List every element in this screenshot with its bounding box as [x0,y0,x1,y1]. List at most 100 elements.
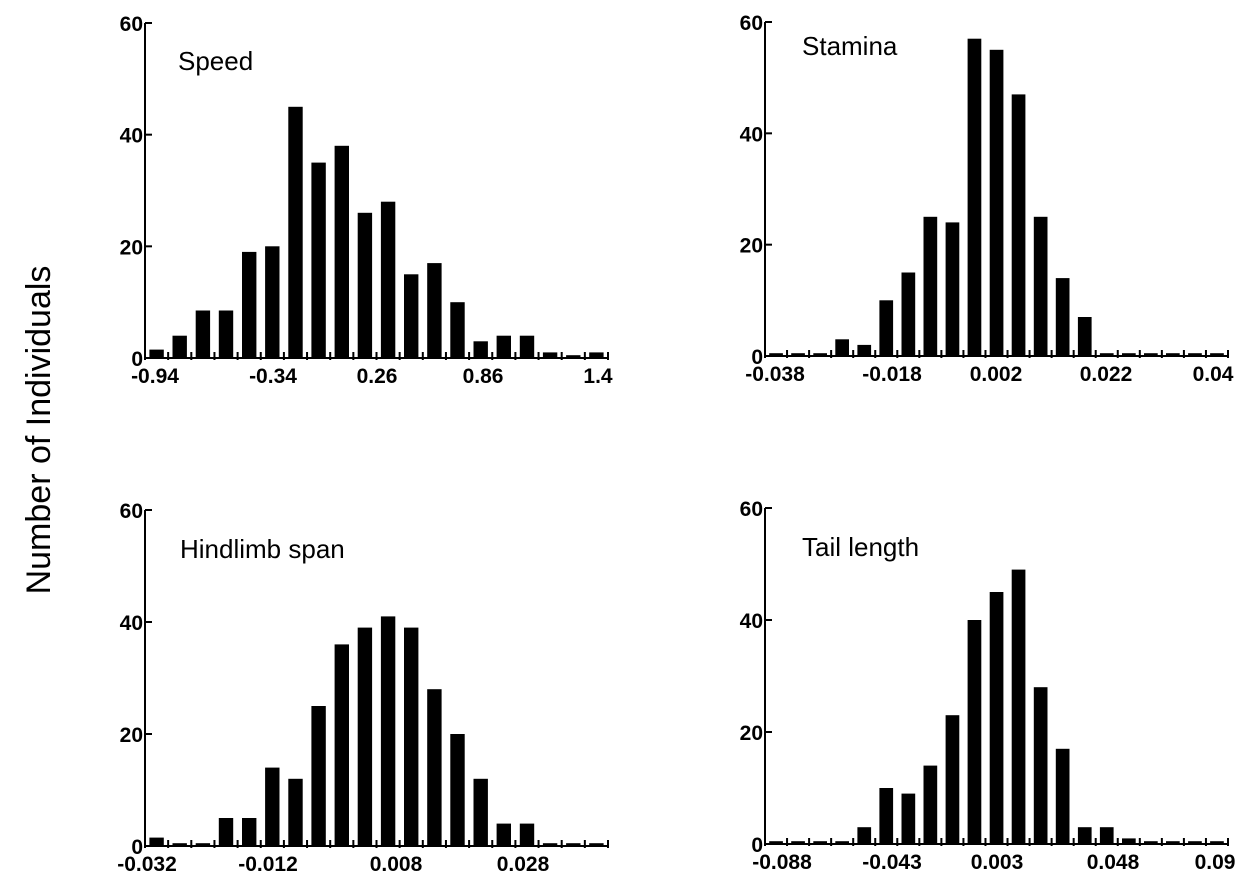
y-tick-label: 60 [740,498,763,521]
y-tick-label: 0 [131,348,143,371]
histogram-bar [265,767,280,846]
histogram-bar [901,793,916,844]
histogram-bar [288,778,303,846]
x-tick-label: 1.4 [583,365,613,388]
histogram-bar [857,344,872,356]
histogram-bar [1055,278,1070,356]
histogram-bar [967,38,982,356]
histogram-bar [334,644,349,846]
panel-title: Tail length [802,532,919,562]
histogram-bar [879,300,894,356]
histogram-bar [813,353,827,356]
y-tick-label: 0 [751,346,763,369]
histogram-bar [519,335,535,358]
histogram-bar [945,715,960,844]
histogram-bar [334,145,349,358]
histogram-bar [1099,827,1114,844]
x-tick-label: 0.04 [1193,363,1234,386]
histogram-bar [473,341,488,359]
histogram-bar [288,106,303,359]
histogram-bar [542,352,558,358]
x-tick-label: -0.018 [862,363,922,386]
histogram-bar [769,353,783,356]
histogram-bar [1144,353,1158,356]
histogram-bar [769,841,783,844]
x-tick-label: 0.86 [463,365,504,388]
histogram-bar [404,274,419,359]
histogram-bar [427,263,442,358]
histogram-bar [265,246,280,358]
histogram-bar [835,841,849,844]
histogram-bar [566,843,581,846]
histogram-bar [427,689,442,846]
histogram-bar [242,818,257,846]
histogram-bar [989,49,1004,357]
histogram-bar [967,620,982,844]
y-tick-label: 40 [740,123,763,146]
x-tick-label: 0.028 [497,853,550,876]
y-tick-label: 20 [120,236,143,259]
histogram-bar [791,353,805,356]
histogram-bar [1188,353,1202,356]
histogram-bar [835,339,849,356]
x-tick-label: 0.26 [357,365,398,388]
histogram-bar [791,841,805,844]
histogram-bar [1188,841,1202,844]
histogram-bar [901,272,916,356]
y-tick-label: 40 [120,125,143,148]
histogram-panel: 0 20 40 60 -0.94 -0.34 0.26 0.86 1.4 Speed [120,13,613,388]
histogram-bar [242,251,257,358]
histogram-bar [218,310,234,358]
y-tick-label: 40 [740,610,763,633]
y-tick-label: 20 [740,722,763,745]
histogram-bar [566,355,581,358]
histogram-bar [311,706,326,846]
y-tick-label: 60 [120,13,143,36]
histogram-bar [1144,841,1158,844]
x-tick-label: -0.038 [745,363,805,386]
panel-title: Hindlimb span [180,534,345,564]
x-tick-label: -0.088 [752,851,812,874]
x-tick-label: -0.032 [117,853,177,876]
histogram-bar [1166,841,1180,844]
histogram-bar [380,616,396,846]
histogram-panel: 0 20 40 60 -0.088 -0.043 0.003 0.048 0.09 Tail le… [740,498,1236,874]
x-tick-label: 0.002 [970,363,1023,386]
histogram-bar [1011,569,1026,844]
panel-title: Stamina [802,31,898,61]
x-tick-label: 0.003 [971,851,1024,874]
x-tick-label: -0.012 [238,853,298,876]
histogram-bar [519,823,535,846]
histogram-bar [945,222,960,356]
histogram-bar [218,818,234,846]
y-tick-label: 0 [131,836,143,859]
histogram-bar [1122,838,1136,844]
histogram-bar [879,788,894,844]
y-tick-label: 60 [120,500,143,523]
histogram-bar [1011,94,1026,357]
y-tick-label: 20 [740,235,763,258]
x-tick-label: 0.022 [1080,363,1133,386]
histogram-bar [542,843,558,846]
histogram-bar [172,843,187,846]
histogram-bar [496,823,511,846]
histogram-bar [1166,353,1180,356]
histogram-bar [380,201,396,358]
histogram-bar [357,212,373,358]
histogram-bar [813,841,827,844]
histogram-bar [1077,827,1092,844]
histogram-bar [857,827,872,844]
x-tick-label: -0.043 [862,851,922,874]
histogram-bar [496,335,511,358]
histogram-bar [589,843,604,846]
histogram-bar [195,310,211,358]
histogram-bar [923,216,938,356]
histogram-bar [1099,353,1114,356]
shared-y-axis-label: Number of Individuals [20,266,58,595]
y-tick-label: 40 [120,612,143,635]
histogram-bar [1033,216,1048,356]
y-tick-label: 0 [751,834,763,857]
histogram-panel: 0 20 40 60 -0.032 -0.012 0.008 0.028 Hindlimb sp… [117,500,609,876]
x-tick-label: -0.34 [249,365,297,388]
histogram-bar [149,349,164,358]
